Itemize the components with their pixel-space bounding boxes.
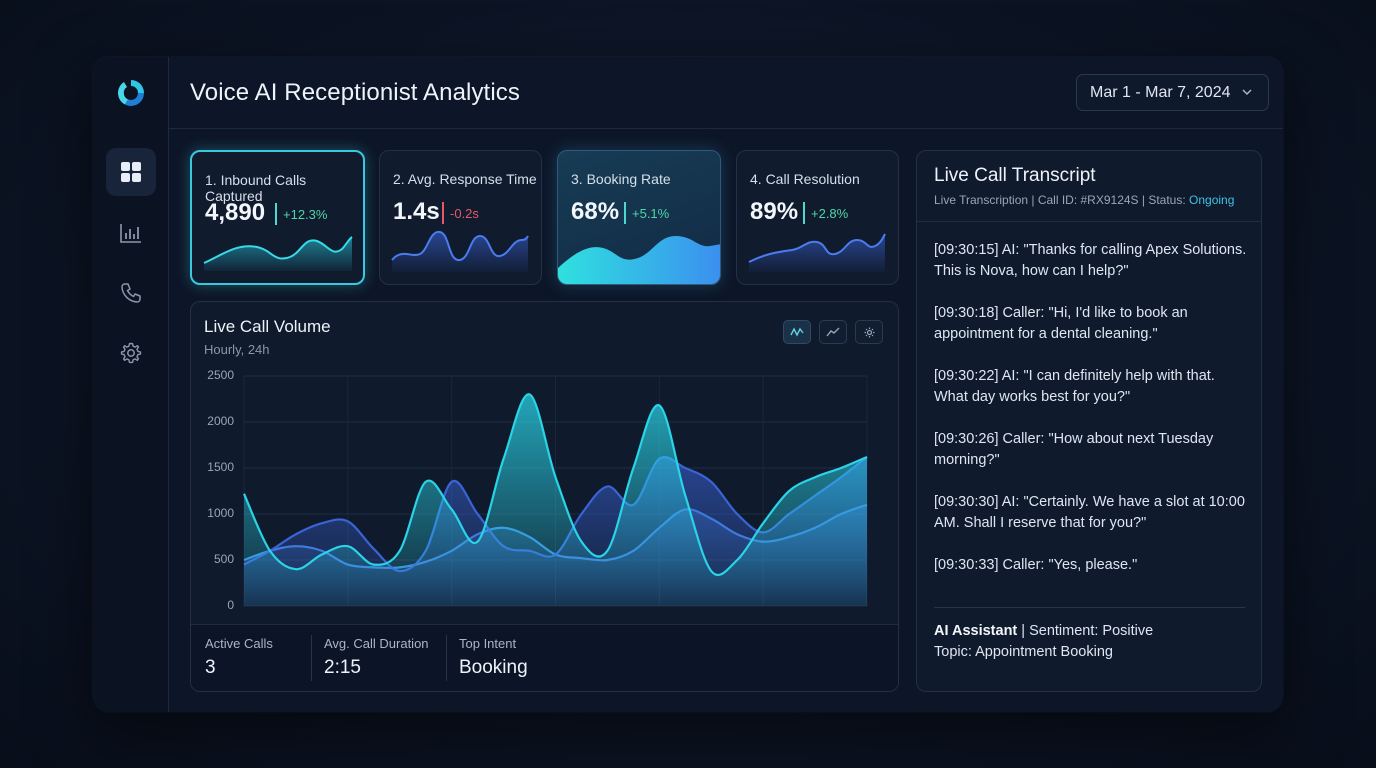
kpi-sparkline xyxy=(391,230,529,272)
line-view-button[interactable] xyxy=(819,320,847,344)
chart-title: Live Call Volume xyxy=(204,317,331,336)
assistant-sentiment: AI Assistant | Sentiment: Positive xyxy=(934,623,1153,639)
kpi-label: 3. Booking Rate xyxy=(571,171,671,187)
kpi-divider xyxy=(803,202,805,224)
gear-icon xyxy=(120,342,142,364)
kpi-card-response-time[interactable]: 2. Avg. Response Time 1.4s -0.2s xyxy=(379,150,542,285)
transcript-message: [09:30:30] AI: "Certainly. We have a slo… xyxy=(934,494,1245,531)
settings-icon xyxy=(864,327,874,337)
stat-value: 3 xyxy=(205,657,216,678)
stat-active-calls: Active Calls 3 xyxy=(205,636,273,679)
transcript-meta: Live Transcription | Call ID: #RX9124S |… xyxy=(934,193,1234,207)
sidebar-item-calls[interactable] xyxy=(106,269,156,317)
chart-subtitle: Hourly, 24h xyxy=(204,342,270,357)
kpi-delta: +5.1% xyxy=(632,206,670,221)
kpi-card-inbound-calls[interactable]: 1. Inbound Calls Captured 4,890 +12.3% xyxy=(190,150,365,285)
transcript-title: Live Call Transcript xyxy=(934,165,1096,186)
kpi-area-chart xyxy=(558,236,720,284)
stat-value: Booking xyxy=(459,657,528,678)
kpi-divider xyxy=(442,202,444,224)
call-stats-bar: Active Calls 3 Avg. Call Duration 2:15 T… xyxy=(191,624,898,691)
stat-top-intent: Top Intent Booking xyxy=(459,636,528,679)
call-volume-plot xyxy=(242,375,868,607)
kpi-value: 4,890 xyxy=(205,199,266,226)
transcript-message: [09:30:15] AI: "Thanks for calling Apex … xyxy=(934,242,1247,279)
transcript-message: [09:30:18] Caller: "Hi, I'd like to book… xyxy=(934,305,1188,342)
app-logo xyxy=(115,77,147,109)
divider xyxy=(917,221,1261,222)
divider xyxy=(934,607,1245,608)
live-call-volume-card: Live Call Volume Hourly, 24h 2500 2000 1… xyxy=(190,301,899,692)
y-tick-label: 1000 xyxy=(207,506,234,520)
kpi-value: 89% xyxy=(750,198,799,225)
stat-avg-call-duration: Avg. Call Duration 2:15 xyxy=(324,636,429,679)
kpi-sparkline xyxy=(748,233,886,272)
date-range-picker[interactable]: Mar 1 - Mar 7, 2024 xyxy=(1076,74,1269,111)
chevron-down-icon xyxy=(1242,89,1252,96)
series-area xyxy=(244,456,867,606)
kpi-delta: -0.2s xyxy=(450,206,479,221)
kpi-delta: +12.3% xyxy=(283,207,328,222)
app-window: Voice AI Receptionist Analytics Mar 1 - … xyxy=(93,57,1283,712)
bar-chart-icon xyxy=(120,224,141,243)
transcript-message: [09:30:22] AI: "I can definitely help wi… xyxy=(934,368,1215,405)
stat-label: Active Calls xyxy=(205,636,273,651)
y-tick-label: 2000 xyxy=(207,414,234,428)
divider xyxy=(311,635,312,681)
live-transcript-panel: Live Call Transcript Live Transcription … xyxy=(916,150,1262,692)
phone-icon xyxy=(121,283,141,303)
kpi-card-call-resolution[interactable]: 4. Call Resolution 89% +2.8% xyxy=(736,150,899,285)
kpi-value: 1.4s xyxy=(393,198,440,225)
kpi-divider xyxy=(275,203,277,225)
topic-label: Topic: Appointment Booking xyxy=(934,644,1113,660)
sentiment-label: | Sentiment: Positive xyxy=(1017,623,1154,639)
series-line xyxy=(242,393,868,577)
status-badge: Ongoing xyxy=(1189,193,1235,207)
sidebar-item-dashboard[interactable] xyxy=(106,148,156,196)
chart-settings-button[interactable] xyxy=(855,320,883,344)
wave-chart-icon xyxy=(790,327,804,337)
dashboard-grid-icon xyxy=(121,162,141,182)
wave-view-button[interactable] xyxy=(783,320,811,344)
y-tick-label: 0 xyxy=(227,598,234,612)
kpi-value: 68% xyxy=(571,198,620,225)
stat-value: 2:15 xyxy=(324,657,361,678)
sidebar-item-analytics[interactable] xyxy=(106,209,156,257)
header: Voice AI Receptionist Analytics Mar 1 - … xyxy=(169,57,1283,129)
page-title: Voice AI Receptionist Analytics xyxy=(190,79,520,106)
transcript-meta-text: Live Transcription | Call ID: #RX9124S |… xyxy=(934,193,1186,207)
line-chart-icon xyxy=(826,327,840,337)
stat-label: Avg. Call Duration xyxy=(324,636,429,651)
kpi-delta: +2.8% xyxy=(811,206,849,221)
sidebar-item-settings[interactable] xyxy=(106,329,156,377)
assistant-label: AI Assistant xyxy=(934,623,1018,639)
y-tick-label: 1500 xyxy=(207,460,234,474)
date-range-label: Mar 1 - Mar 7, 2024 xyxy=(1090,83,1231,101)
transcript-message: [09:30:26] Caller: "How about next Tuesd… xyxy=(934,431,1214,468)
sidebar xyxy=(93,57,169,712)
y-tick-label: 2500 xyxy=(207,368,234,382)
series-area xyxy=(244,394,867,606)
transcript-message: [09:30:33] Caller: "Yes, please." xyxy=(934,557,1138,573)
kpi-card-booking-rate[interactable]: 3. Booking Rate 68% +5.1% xyxy=(557,150,721,285)
kpi-label: 2. Avg. Response Time xyxy=(393,171,537,187)
stat-label: Top Intent xyxy=(459,636,517,651)
kpi-label: 4. Call Resolution xyxy=(750,171,860,187)
kpi-divider xyxy=(624,202,626,224)
kpi-label: 1. Inbound Calls Captured xyxy=(205,172,307,204)
y-tick-label: 500 xyxy=(213,552,234,566)
divider xyxy=(446,635,447,681)
kpi-sparkline xyxy=(203,236,353,271)
